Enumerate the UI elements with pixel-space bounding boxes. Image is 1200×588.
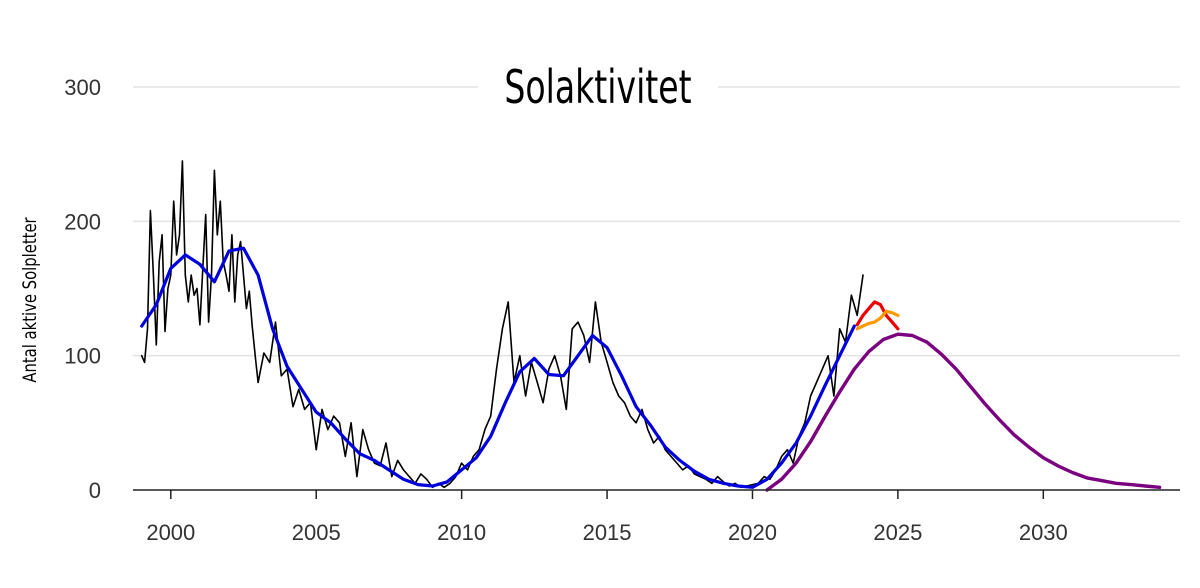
x-tick-label-2005: 2005 — [292, 520, 341, 545]
title-background — [478, 55, 718, 115]
x-tick-label-2030: 2030 — [1019, 520, 1068, 545]
y-axis-label: Antal aktive Solpletter — [19, 217, 41, 382]
grid-lines — [133, 86, 1180, 357]
series-line-forecast_red — [855, 300, 900, 331]
series-line-forecast_orange — [855, 309, 900, 331]
x-tick-label-2000: 2000 — [146, 520, 195, 545]
x-tick-label-2020: 2020 — [728, 520, 777, 545]
y-tick-label-0: 0 — [89, 478, 101, 503]
x-tick-label-2025: 2025 — [873, 520, 922, 545]
chart-title: Solaktivitet — [504, 62, 691, 115]
y-tick-label-200: 200 — [64, 209, 101, 234]
y-tick-label-100: 100 — [64, 344, 101, 369]
x-tick-label-2010: 2010 — [437, 520, 486, 545]
data-series — [140, 160, 1162, 492]
axes: 0 100 200 300 2000 2005 2010 2015 2020 2025 2030 — [64, 75, 1180, 545]
y-tick-label-300: 300 — [64, 75, 101, 100]
series-line-monthly — [140, 160, 864, 489]
x-tick-label-2015: 2015 — [583, 520, 632, 545]
chart-title-group: Solaktivitet — [478, 55, 718, 115]
series-line-prediction — [765, 332, 1162, 492]
series-line-smoothed — [140, 246, 856, 489]
